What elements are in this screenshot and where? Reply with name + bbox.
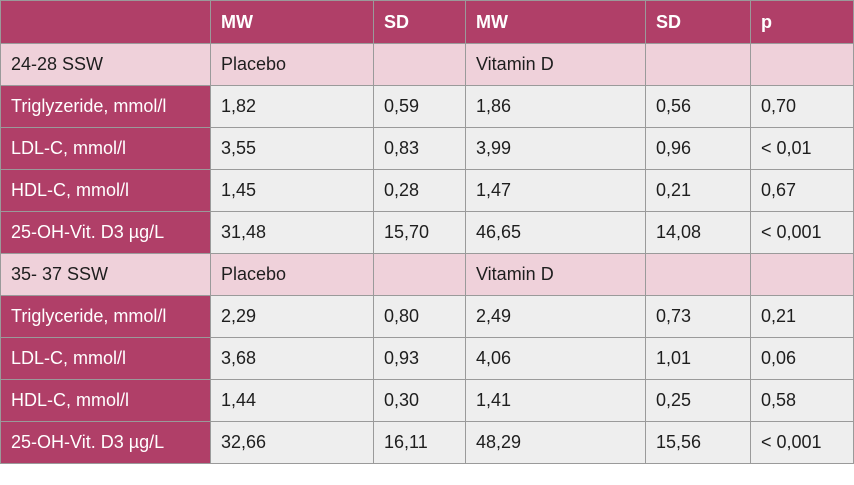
value-cell: 4,06 bbox=[465, 337, 646, 380]
table-row: 25-OH-Vit. D3 µg/L 32,66 16,11 48,29 15,56 < … bbox=[0, 421, 854, 464]
row-label-cell: Triglyceride, mmol/l bbox=[0, 295, 211, 338]
value-cell: 0,59 bbox=[373, 85, 466, 128]
value-cell: 0,67 bbox=[750, 169, 854, 212]
value-cell: 0,70 bbox=[750, 85, 854, 128]
row-label-cell: LDL-C, mmol/l bbox=[0, 127, 211, 170]
value-cell: 48,29 bbox=[465, 421, 646, 464]
value-cell: 0,93 bbox=[373, 337, 466, 380]
value-cell: 0,96 bbox=[645, 127, 751, 170]
value-cell: Placebo bbox=[210, 43, 374, 86]
header-cell-p: p bbox=[750, 0, 854, 44]
header-cell-sd-placebo: SD bbox=[373, 0, 466, 44]
value-cell: < 0,001 bbox=[750, 421, 854, 464]
table-row: HDL-C, mmol/l 1,44 0,30 1,41 0,25 0,58 bbox=[0, 379, 854, 422]
header-cell-mw-vitamin-d: MW bbox=[465, 0, 646, 44]
value-cell: 1,86 bbox=[465, 85, 646, 128]
value-cell: Vitamin D bbox=[465, 253, 646, 296]
section-row: 24-28 SSW Placebo Vitamin D bbox=[0, 43, 854, 86]
value-cell bbox=[750, 43, 854, 86]
value-cell: 1,45 bbox=[210, 169, 374, 212]
table-row: LDL-C, mmol/l 3,55 0,83 3,99 0,96 < 0,01 bbox=[0, 127, 854, 170]
value-cell: Vitamin D bbox=[465, 43, 646, 86]
table-row: LDL-C, mmol/l 3,68 0,93 4,06 1,01 0,06 bbox=[0, 337, 854, 380]
value-cell bbox=[373, 43, 466, 86]
value-cell bbox=[750, 253, 854, 296]
value-cell: 31,48 bbox=[210, 211, 374, 254]
header-cell-sd-vitamin-d: SD bbox=[645, 0, 751, 44]
value-cell: 0,21 bbox=[645, 169, 751, 212]
section-label-cell: 24-28 SSW bbox=[0, 43, 211, 86]
header-cell-mw-placebo: MW bbox=[210, 0, 374, 44]
row-label-cell: 25-OH-Vit. D3 µg/L bbox=[0, 211, 211, 254]
value-cell: 2,29 bbox=[210, 295, 374, 338]
value-cell: 0,73 bbox=[645, 295, 751, 338]
value-cell bbox=[645, 253, 751, 296]
value-cell: 0,25 bbox=[645, 379, 751, 422]
value-cell: 0,30 bbox=[373, 379, 466, 422]
row-label-cell: Triglyzeride, mmol/l bbox=[0, 85, 211, 128]
value-cell: 3,68 bbox=[210, 337, 374, 380]
value-cell: 14,08 bbox=[645, 211, 751, 254]
value-cell: 15,56 bbox=[645, 421, 751, 464]
table-row: Triglyceride, mmol/l 2,29 0,80 2,49 0,73 0,21 bbox=[0, 295, 854, 338]
value-cell: 32,66 bbox=[210, 421, 374, 464]
value-cell: 1,44 bbox=[210, 379, 374, 422]
value-cell: 0,80 bbox=[373, 295, 466, 338]
header-cell-label bbox=[0, 0, 211, 44]
section-label-cell: 35- 37 SSW bbox=[0, 253, 211, 296]
table-row: HDL-C, mmol/l 1,45 0,28 1,47 0,21 0,67 bbox=[0, 169, 854, 212]
value-cell: 0,28 bbox=[373, 169, 466, 212]
row-label-cell: HDL-C, mmol/l bbox=[0, 379, 211, 422]
value-cell: < 0,001 bbox=[750, 211, 854, 254]
value-cell: 0,83 bbox=[373, 127, 466, 170]
value-cell: 0,58 bbox=[750, 379, 854, 422]
value-cell: 46,65 bbox=[465, 211, 646, 254]
row-label-cell: 25-OH-Vit. D3 µg/L bbox=[0, 421, 211, 464]
value-cell bbox=[645, 43, 751, 86]
value-cell: 15,70 bbox=[373, 211, 466, 254]
value-cell: 2,49 bbox=[465, 295, 646, 338]
value-cell: 16,11 bbox=[373, 421, 466, 464]
table-row: 25-OH-Vit. D3 µg/L 31,48 15,70 46,65 14,08 < … bbox=[0, 211, 854, 254]
value-cell: 1,82 bbox=[210, 85, 374, 128]
table-row: Triglyzeride, mmol/l 1,82 0,59 1,86 0,56 0,70 bbox=[0, 85, 854, 128]
value-cell: 1,47 bbox=[465, 169, 646, 212]
section-row: 35- 37 SSW Placebo Vitamin D bbox=[0, 253, 854, 296]
value-cell: 1,01 bbox=[645, 337, 751, 380]
row-label-cell: HDL-C, mmol/l bbox=[0, 169, 211, 212]
value-cell: < 0,01 bbox=[750, 127, 854, 170]
value-cell: 0,56 bbox=[645, 85, 751, 128]
value-cell: 1,41 bbox=[465, 379, 646, 422]
value-cell: 3,55 bbox=[210, 127, 374, 170]
row-label-cell: LDL-C, mmol/l bbox=[0, 337, 211, 380]
value-cell bbox=[373, 253, 466, 296]
value-cell: 3,99 bbox=[465, 127, 646, 170]
value-cell: Placebo bbox=[210, 253, 374, 296]
header-row: MW SD MW SD p bbox=[0, 0, 854, 44]
value-cell: 0,21 bbox=[750, 295, 854, 338]
value-cell: 0,06 bbox=[750, 337, 854, 380]
